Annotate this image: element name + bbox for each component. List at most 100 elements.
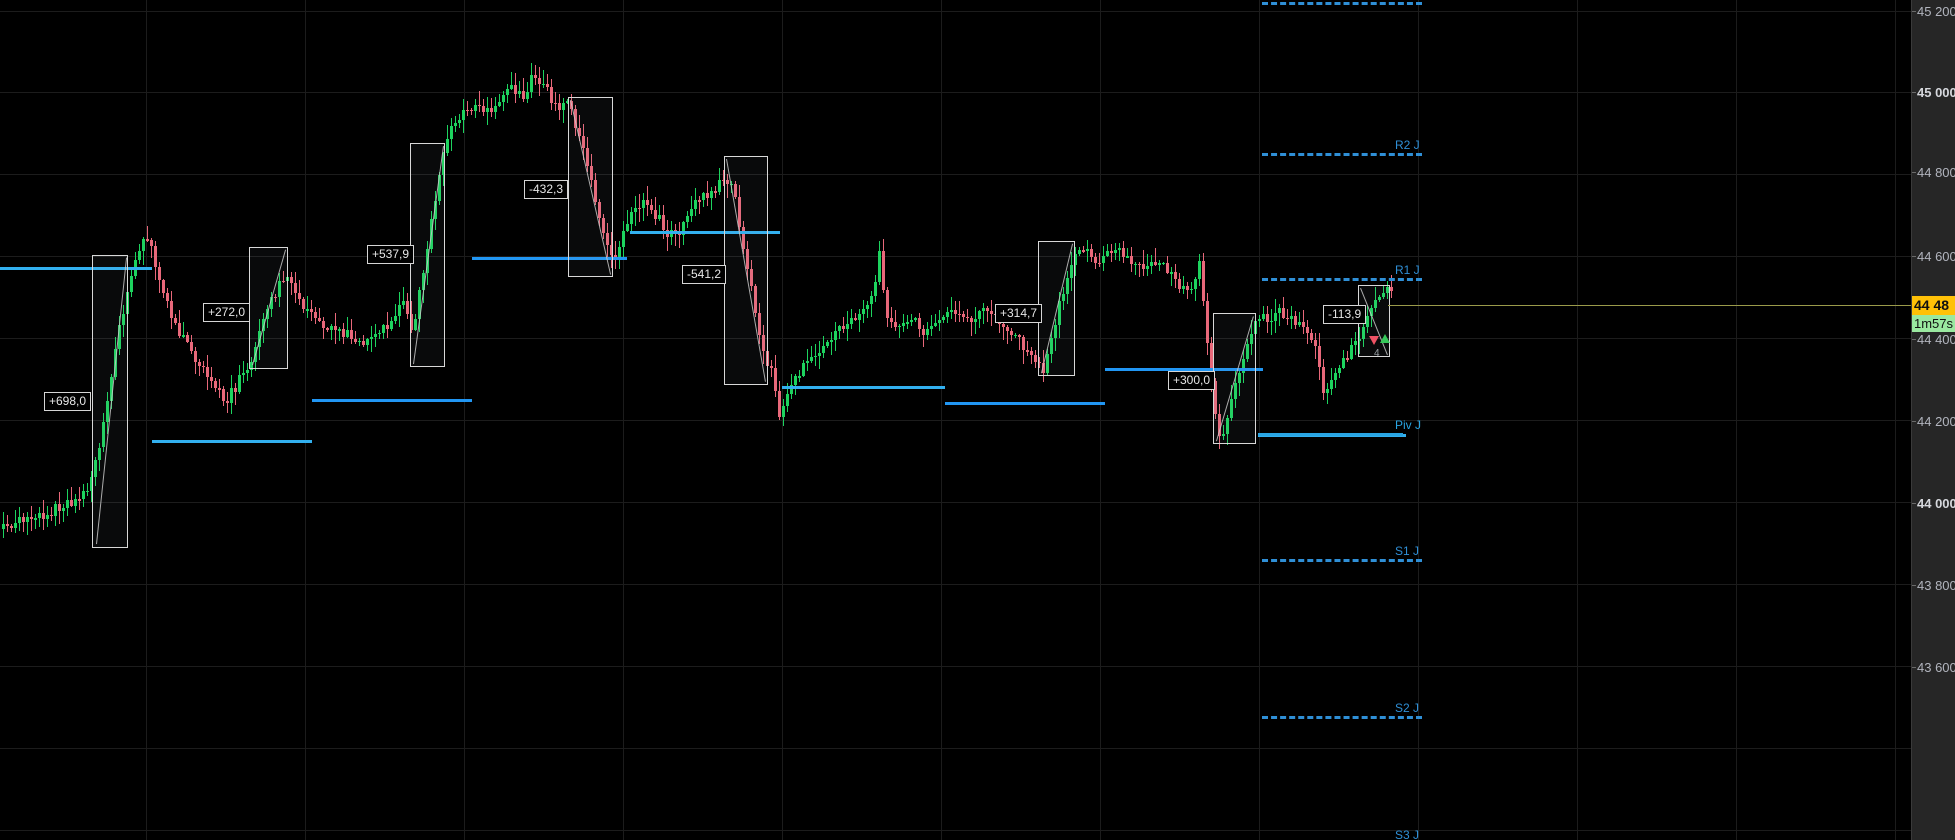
candle-body [526,91,529,99]
candle [170,290,173,330]
candle [1326,382,1329,405]
pivot-line-r3-j[interactable] [1262,2,1422,5]
candle-body [570,100,573,110]
trade-pnl-label[interactable]: -113,9 [1323,305,1367,324]
pivot-line-s2-j[interactable] [1262,716,1422,719]
bar-countdown-badge[interactable]: 1m57s [1912,315,1955,332]
candle [770,360,773,378]
candle-body [530,74,533,92]
candle-body [418,289,421,320]
candle [418,286,421,333]
candle [886,287,889,327]
candle-body [934,322,937,326]
candle-wick [1099,252,1100,268]
current-price-badge[interactable]: 44 48 [1912,296,1955,315]
price-level-line[interactable] [630,231,780,234]
candle [334,313,337,345]
candle-wick [1139,262,1140,277]
pivot-line-piv-j[interactable] [1258,433,1403,436]
candle [326,326,329,332]
candle-body [534,74,537,79]
candle-wick [307,295,308,319]
candle-body [1006,327,1009,331]
price-level-line[interactable] [945,402,1105,405]
price-axis[interactable]: 45 200 45 000 44 800 44 600 44 400 44 200 44 0… [1911,0,1955,840]
pivot-line-r2-j[interactable] [1262,153,1422,156]
candle [810,345,813,364]
candle-body [1002,324,1005,328]
candle [78,486,81,510]
trade-box[interactable] [92,255,128,548]
trade-box[interactable] [249,247,288,369]
candle [386,312,389,338]
price-level-line[interactable] [472,257,627,260]
trade-box[interactable] [568,97,613,277]
candle-wick [235,383,236,405]
pivot-line-r1-j[interactable] [1262,278,1422,281]
candle-wick [1135,262,1136,276]
candle [130,266,133,298]
candle-body [1138,263,1141,266]
candle [14,509,17,533]
price-level-line[interactable] [1105,368,1263,371]
candle-body [334,325,337,331]
trade-pnl-label[interactable]: +272,0 [203,303,251,322]
candle [1218,404,1221,449]
candle [218,379,221,399]
candle [1298,311,1301,328]
candle-body [906,322,909,324]
trade-pnl-label[interactable]: +300,0 [1168,371,1216,390]
trade-pnl-label[interactable]: -541,2 [682,265,727,284]
candle [1006,325,1009,345]
candle-wick [1287,308,1288,326]
trade-pnl-label[interactable]: +698,0 [44,392,92,411]
candle-body [942,316,945,321]
chart-plot-area[interactable]: R2 J R1 J Piv J S1 J S2 J S3 J +698,0 +272,0 +5… [0,0,1911,840]
candle-body [54,504,57,516]
candle-body [1130,256,1133,264]
trade-box[interactable] [724,156,768,385]
candle-body [754,286,757,313]
candle [482,98,485,116]
candle-body [518,91,521,94]
candle [498,94,501,107]
price-level-line[interactable] [152,440,312,443]
trade-pnl-label[interactable]: +537,9 [367,245,415,264]
pivot-label-s3-j: S3 J [1395,828,1420,840]
candle [342,323,345,344]
candle [722,169,725,187]
candle-body [910,319,913,322]
candle-body [750,269,753,287]
candle [926,321,929,341]
candle-body [1174,272,1177,280]
pivot-line-s1-j[interactable] [1262,559,1422,562]
candle-wick [283,270,284,284]
candle-wick [291,271,292,296]
candle [382,323,385,339]
trade-pnl-label[interactable]: +314,7 [995,304,1043,323]
candle-wick [555,91,556,112]
candle-wick [467,100,468,117]
candle [1278,303,1281,326]
price-level-line[interactable] [312,399,472,402]
candle-body [758,312,761,336]
candle-body [986,307,989,312]
candle [6,514,9,532]
candle-wick [1083,245,1084,254]
candle [1334,368,1337,388]
candle [1266,306,1269,334]
candle-body [1030,351,1033,355]
candle [194,346,197,375]
candle [186,331,189,344]
price-level-line[interactable] [782,386,945,389]
trade-pnl-label[interactable]: -432,3 [524,180,569,199]
candle-wick [867,300,868,318]
candle-wick [355,330,356,344]
candle-body [538,78,541,85]
candle [370,325,373,352]
candle [542,70,545,88]
candle-wick [1127,247,1128,259]
candle-body [726,180,729,185]
price-level-line[interactable] [0,267,152,270]
